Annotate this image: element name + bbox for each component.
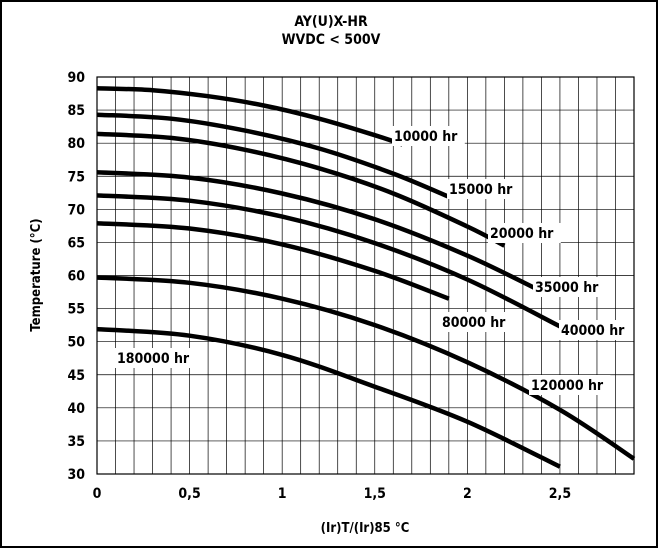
x-tick-label: 1 [278, 486, 287, 502]
curve-label-background [533, 277, 606, 297]
series-line [96, 170, 543, 294]
curve-label-background [392, 126, 465, 146]
series-line [96, 112, 450, 199]
curve-label-background [488, 223, 561, 243]
x-tick-label: 1,5 [364, 486, 386, 502]
curve-label-background [447, 179, 520, 199]
curve-label-text: 10000 hr [394, 129, 458, 145]
curve-label-background [559, 320, 632, 340]
series-line [96, 85, 404, 147]
y-tick-label: 85 [67, 103, 85, 119]
y-tick-label: 65 [67, 235, 85, 251]
curve-label: 120000 hr [529, 375, 611, 395]
curve-label-text: 20000 hr [490, 226, 554, 242]
y-tick-label: 70 [67, 202, 85, 218]
series-line [96, 131, 506, 248]
series-group [96, 85, 636, 469]
y-tick-label: 60 [67, 269, 85, 285]
y-tick-label: 40 [67, 401, 85, 417]
tick-labels: 30 35 40 45 50 55 60 65 70 75 80 85 90 0 0,5 1 1,5 2 2,5 [67, 70, 571, 502]
y-tick-label: 45 [67, 368, 85, 384]
x-tick-label: 2 [463, 486, 472, 502]
curve-label: 35000 hr [533, 277, 606, 297]
series-line [96, 275, 636, 461]
curve-label: 20000 hr [488, 223, 561, 243]
y-tick-label: 75 [67, 169, 85, 185]
chart-subtitle: WVDC < 500V [282, 32, 381, 48]
x-tick-label: 0,5 [178, 486, 200, 502]
curve-label-background [529, 375, 611, 395]
curve-label-text: 120000 hr [531, 378, 604, 394]
series-line [96, 220, 450, 301]
y-tick-label: 35 [67, 434, 85, 450]
y-axis-label: Temperature (°C) [29, 218, 44, 331]
x-axis-label: (Ir)T/(Ir)85 °C [321, 521, 410, 536]
y-tick-label: 90 [67, 70, 85, 86]
curve-label: 15000 hr [447, 179, 520, 199]
curve-label-background [440, 312, 513, 332]
y-tick-label: 50 [67, 335, 85, 351]
curve-label-text: 40000 hr [561, 323, 625, 339]
series-line [96, 326, 561, 469]
grid [97, 76, 634, 475]
curve-label-text: 80000 hr [442, 315, 506, 331]
curve-label-background [115, 348, 197, 368]
curve-labels: 10000 hr 15000 hr 20000 hr 35000 hr 40000 hr… [115, 126, 632, 395]
x-tick-label: 0 [93, 486, 102, 502]
series-line [96, 193, 561, 329]
y-tick-label: 80 [67, 136, 85, 152]
curve-label-text: 180000 hr [117, 351, 190, 367]
curve-label-text: 35000 hr [535, 280, 599, 296]
curve-label: 40000 hr [559, 320, 632, 340]
chart-title: AY(U)X-HR [294, 14, 368, 30]
curve-label: 180000 hr [115, 348, 197, 368]
plot-area-border [96, 76, 635, 475]
y-tick-label: 55 [67, 302, 85, 318]
curve-label: 10000 hr [392, 126, 465, 146]
curve-label: 80000 hr [440, 312, 513, 332]
curve-label-text: 15000 hr [449, 182, 513, 198]
x-tick-label: 2,5 [549, 486, 571, 502]
y-tick-label: 30 [67, 467, 85, 483]
